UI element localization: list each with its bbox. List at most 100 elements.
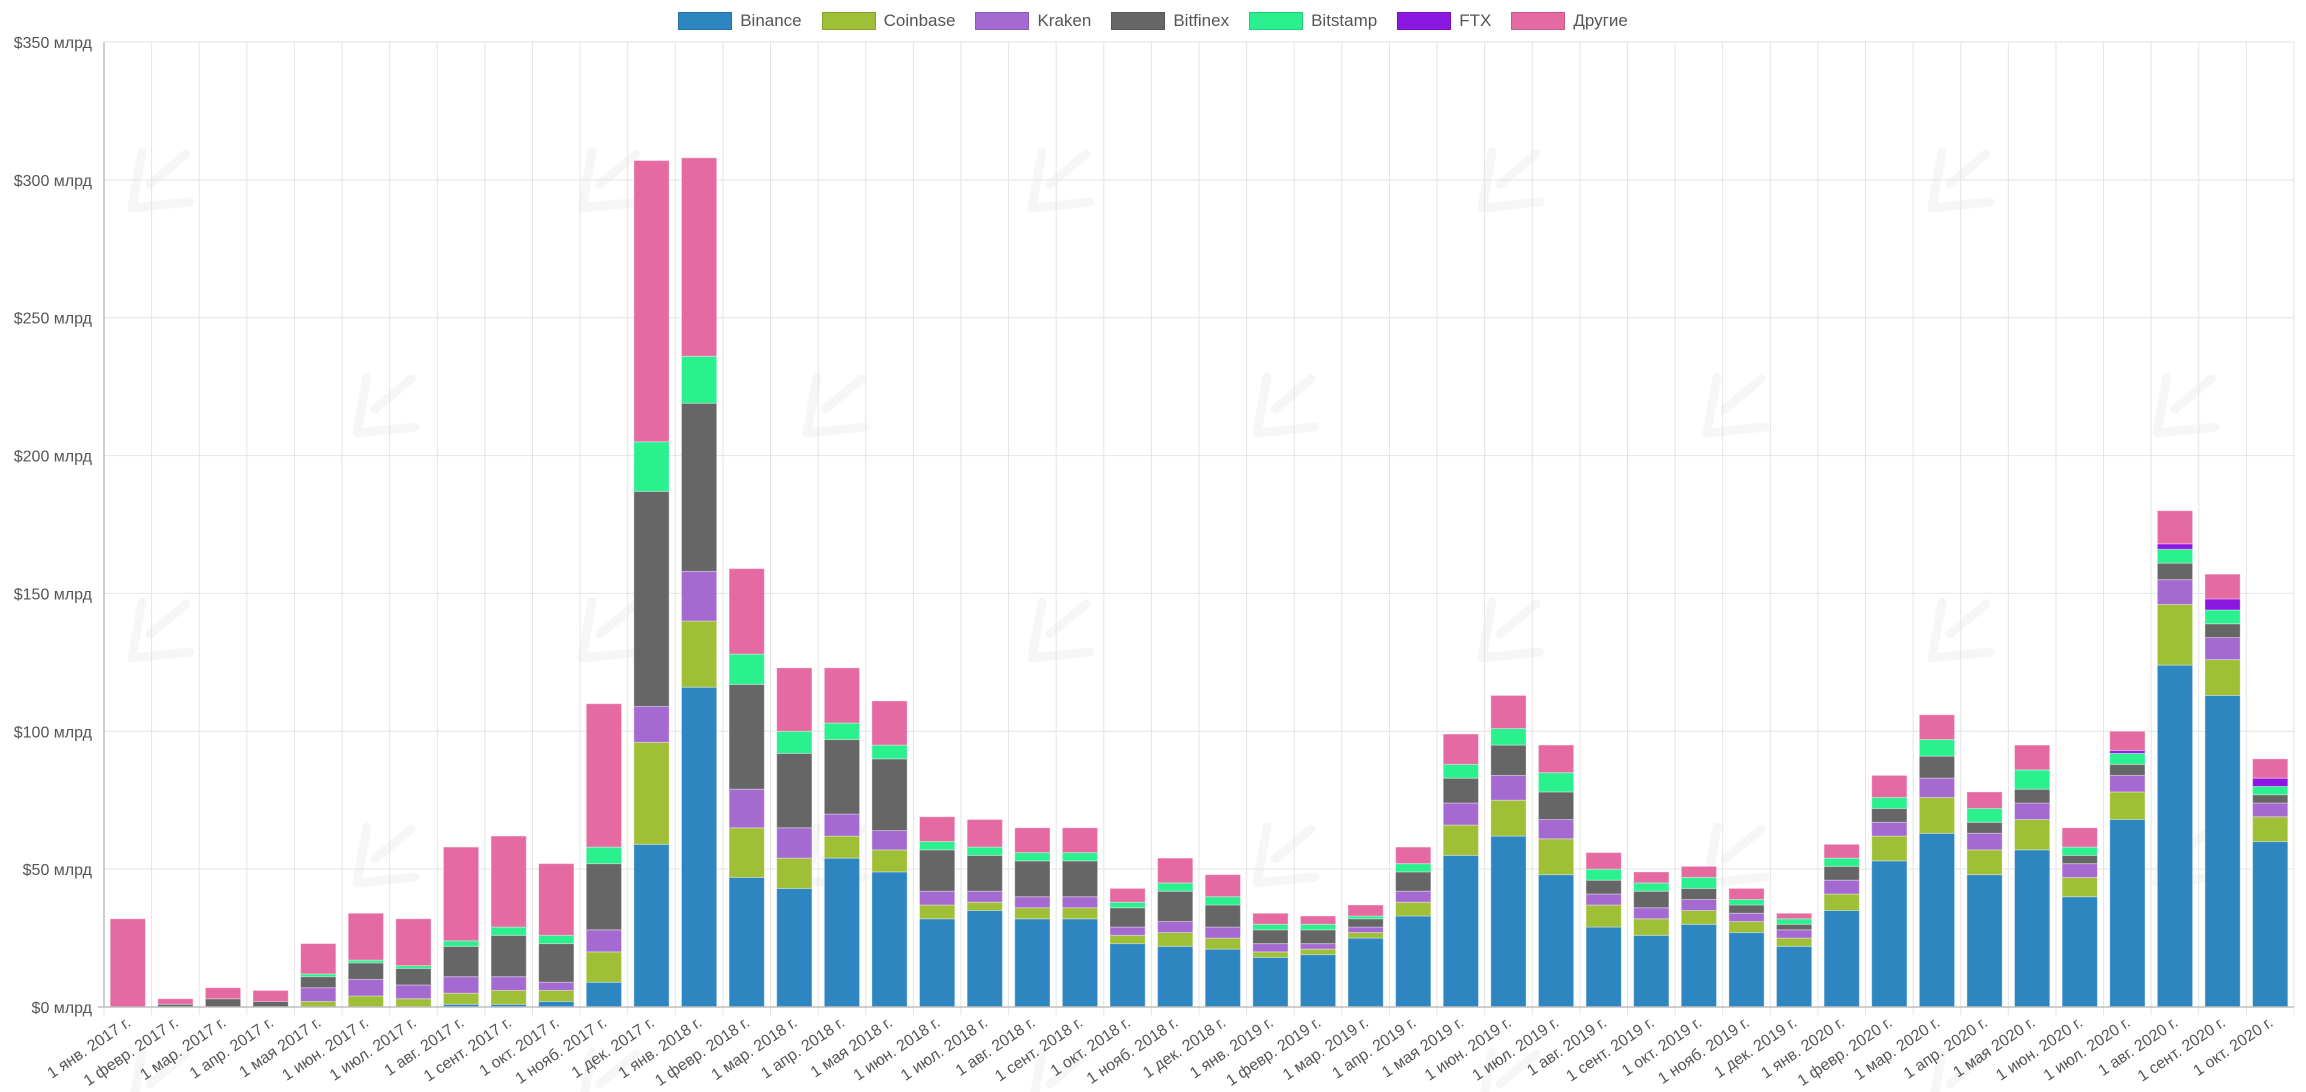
bar-binance-28[interactable] — [1442, 854, 1479, 1008]
bar-bitfinex-31[interactable] — [1585, 879, 1622, 895]
bar-другие-37[interactable] — [1871, 774, 1908, 798]
bar-bitstamp-32[interactable] — [1633, 882, 1670, 892]
bar-binance-39[interactable] — [1966, 874, 2003, 1008]
bar-binance-32[interactable] — [1633, 934, 1670, 1008]
bar-coinbase-43[interactable] — [2156, 603, 2194, 666]
bar-kraken-31[interactable] — [1585, 893, 1622, 906]
bar-kraken-34[interactable] — [1728, 912, 1765, 923]
bar-другие-36[interactable] — [1823, 843, 1860, 859]
bar-bitstamp-29[interactable] — [1490, 728, 1527, 746]
bar-kraken-32[interactable] — [1633, 907, 1670, 920]
bar-coinbase-24[interactable] — [1252, 951, 1289, 958]
bar-binance-45[interactable] — [2252, 841, 2289, 1008]
bar-coinbase-21[interactable] — [1109, 934, 1146, 945]
bar-другие-21[interactable] — [1109, 887, 1146, 903]
bar-другие-35[interactable] — [1775, 912, 1813, 920]
bar-bitfinex-3[interactable] — [252, 1000, 289, 1008]
bar-bitstamp-22[interactable] — [1157, 882, 1194, 892]
bar-bitfinex-28[interactable] — [1442, 777, 1479, 804]
bar-bitfinex-27[interactable] — [1395, 871, 1432, 892]
bar-coinbase-12[interactable] — [680, 620, 718, 688]
bar-bitstamp-34[interactable] — [1728, 898, 1765, 906]
bar-kraken-21[interactable] — [1109, 926, 1146, 936]
bar-bitfinex-23[interactable] — [1204, 904, 1241, 928]
bar-kraken-13[interactable] — [728, 788, 765, 829]
bar-coinbase-44[interactable] — [2204, 659, 2241, 696]
bar-bitfinex-38[interactable] — [1918, 755, 1956, 779]
bar-kraken-29[interactable] — [1490, 774, 1527, 801]
bar-coinbase-18[interactable] — [966, 901, 1003, 911]
legend-item-coinbase[interactable]: Coinbase — [821, 11, 955, 31]
bar-coinbase-35[interactable] — [1775, 937, 1813, 947]
bar-bitfinex-13[interactable] — [728, 683, 765, 790]
bar-coinbase-13[interactable] — [728, 827, 765, 878]
bar-binance-25[interactable] — [1299, 954, 1337, 1008]
bar-binance-18[interactable] — [966, 910, 1003, 1008]
bar-binance-29[interactable] — [1490, 835, 1527, 1008]
bar-bitfinex-22[interactable] — [1157, 890, 1194, 923]
bar-bitstamp-9[interactable] — [538, 934, 575, 945]
bar-bitfinex-25[interactable] — [1299, 929, 1337, 945]
bar-coinbase-34[interactable] — [1728, 921, 1765, 934]
bar-bitstamp-10[interactable] — [585, 846, 623, 865]
bar-kraken-36[interactable] — [1823, 879, 1860, 895]
bar-kraken-33[interactable] — [1680, 898, 1718, 911]
bar-binance-37[interactable] — [1871, 860, 1908, 1008]
bar-другие-24[interactable] — [1252, 912, 1289, 925]
bar-bitstamp-31[interactable] — [1585, 868, 1622, 881]
bar-bitstamp-36[interactable] — [1823, 857, 1860, 867]
bar-bitstamp-27[interactable] — [1395, 863, 1432, 873]
bar-kraken-41[interactable] — [2061, 863, 2098, 878]
bar-binance-43[interactable] — [2156, 664, 2194, 1008]
bar-bitfinex-44[interactable] — [2204, 623, 2241, 639]
bar-другие-19[interactable] — [1014, 827, 1051, 854]
bar-binance-24[interactable] — [1252, 956, 1289, 1008]
bar-binance-23[interactable] — [1204, 948, 1241, 1008]
bar-другие-12[interactable] — [680, 157, 718, 357]
bar-coinbase-17[interactable] — [919, 904, 956, 920]
bar-coinbase-41[interactable] — [2061, 876, 2098, 898]
bar-другие-27[interactable] — [1395, 846, 1432, 865]
bar-coinbase-27[interactable] — [1395, 901, 1432, 917]
bar-другие-39[interactable] — [1966, 791, 2003, 809]
bar-kraken-30[interactable] — [1537, 819, 1575, 840]
bar-bitstamp-43[interactable] — [2156, 548, 2194, 564]
bar-binance-22[interactable] — [1157, 945, 1194, 1008]
bar-bitfinex-11[interactable] — [633, 490, 670, 707]
bar-bitstamp-24[interactable] — [1252, 923, 1289, 931]
bar-bitstamp-35[interactable] — [1775, 918, 1813, 925]
bar-bitstamp-45[interactable] — [2252, 785, 2289, 796]
bar-kraken-8[interactable] — [490, 976, 527, 991]
bar-bitfinex-32[interactable] — [1633, 890, 1670, 909]
bar-kraken-44[interactable] — [2204, 637, 2241, 661]
bar-bitstamp-19[interactable] — [1014, 852, 1051, 862]
bar-binance-19[interactable] — [1014, 918, 1051, 1008]
bar-другие-16[interactable] — [871, 700, 908, 746]
bar-bitstamp-11[interactable] — [633, 441, 670, 492]
bar-binance-10[interactable] — [585, 981, 623, 1008]
bar-kraken-24[interactable] — [1252, 943, 1289, 953]
bar-bitstamp-14[interactable] — [776, 730, 813, 754]
bar-coinbase-19[interactable] — [1014, 907, 1051, 920]
bar-coinbase-4[interactable] — [300, 1000, 337, 1008]
bar-binance-9[interactable] — [538, 1000, 575, 1008]
bar-binance-15[interactable] — [823, 857, 861, 1008]
bar-bitfinex-12[interactable] — [680, 402, 718, 572]
bar-bitfinex-30[interactable] — [1537, 791, 1575, 821]
bar-другие-45[interactable] — [2252, 758, 2289, 779]
bar-binance-26[interactable] — [1347, 937, 1384, 1008]
bar-binance-41[interactable] — [2061, 896, 2098, 1008]
bar-coinbase-26[interactable] — [1347, 932, 1384, 939]
bar-ftx-45[interactable] — [2252, 777, 2289, 787]
bar-bitfinex-41[interactable] — [2061, 854, 2098, 865]
bar-другие-32[interactable] — [1633, 871, 1670, 884]
bar-bitstamp-12[interactable] — [680, 355, 718, 404]
bar-kraken-19[interactable] — [1014, 896, 1051, 909]
bar-coinbase-16[interactable] — [871, 849, 908, 873]
bar-binance-11[interactable] — [633, 843, 670, 1008]
bar-kraken-4[interactable] — [300, 987, 337, 1002]
bar-binance-12[interactable] — [680, 686, 718, 1008]
bar-другие-14[interactable] — [776, 667, 813, 732]
bar-другие-40[interactable] — [2014, 744, 2051, 771]
bar-bitfinex-42[interactable] — [2109, 763, 2146, 776]
